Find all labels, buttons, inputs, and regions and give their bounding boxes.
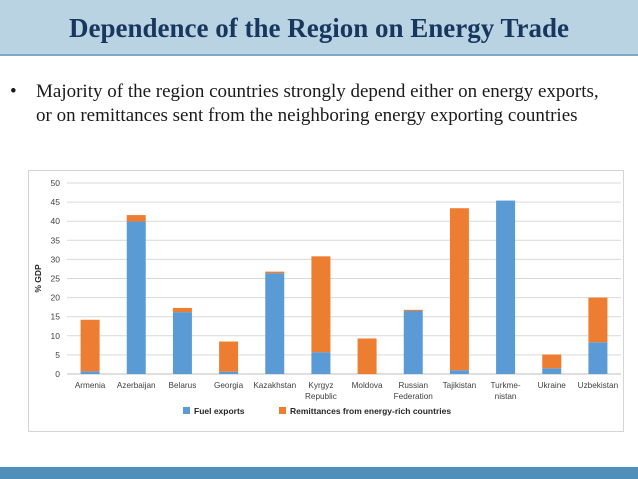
bar-segment — [588, 297, 608, 343]
x-tick-label-line: Azerbaijan — [117, 381, 156, 390]
y-tick-label: 0 — [55, 369, 60, 379]
x-tick-label-line: Kyrgyz — [308, 381, 333, 390]
bar-segment — [219, 371, 239, 374]
x-tick-label-line: Armenia — [75, 381, 106, 390]
bar-segment — [403, 310, 423, 374]
bar-segment — [357, 338, 377, 374]
x-tick-label: Russian Federation — [394, 381, 434, 401]
x-tick-label-line: Georgia — [214, 381, 244, 390]
bottom-band — [0, 467, 638, 479]
bar-segment — [588, 342, 608, 374]
bar-segment — [542, 368, 562, 374]
bar-segment — [172, 307, 192, 313]
bar-segment — [311, 352, 331, 374]
y-tick-label: 5 — [55, 350, 60, 360]
bar-segment — [496, 200, 516, 374]
bar-segment — [449, 370, 469, 374]
x-tick-label: Armenia — [75, 381, 106, 390]
x-tick-label: Kazakhstan — [253, 381, 296, 390]
bar-segment — [219, 341, 239, 372]
bullet-text: Majority of the region countries strongl… — [36, 81, 599, 126]
y-tick-label: 15 — [51, 312, 61, 322]
x-tick-label: Belarus — [169, 381, 197, 390]
x-tick-label-line: Belarus — [169, 381, 197, 390]
x-tick-label: Georgia — [214, 381, 244, 390]
bar-segment — [80, 319, 100, 372]
x-tick-label-line: Tajikistan — [443, 381, 477, 390]
bar-segment — [542, 354, 562, 369]
y-tick-label: 25 — [51, 274, 61, 284]
bullet-marker: • — [10, 81, 17, 102]
y-tick-label: 40 — [51, 216, 61, 226]
bar-segment — [311, 256, 331, 353]
x-tick-label-line: Kazakhstan — [253, 381, 296, 390]
x-tick-label-line: Turkme- — [490, 381, 520, 390]
y-tick-label: 50 — [51, 178, 61, 188]
y-tick-label: 45 — [51, 197, 61, 207]
bar-segment — [265, 271, 285, 274]
x-tick-label: Uzbekistan — [578, 381, 619, 390]
bullet-point: • Majority of the region countries stron… — [10, 80, 610, 128]
x-tick-label-line: Moldova — [352, 381, 383, 390]
x-tick-label: Azerbaijan — [117, 381, 156, 390]
x-tick-label: Turkme-nistan — [490, 381, 520, 401]
legend-swatch — [279, 407, 286, 414]
x-tick-label-line: Uzbekistan — [578, 381, 619, 390]
stacked-bar-chart: 0 5 10 15 20 25 30 35 40 45 50 % GDP Armenia Azerbaij… — [33, 178, 621, 416]
x-tick-label-line: Ukraine — [538, 381, 567, 390]
bar-segment — [449, 208, 469, 371]
title-bar: Dependence of the Region on Energy Trade — [0, 0, 638, 56]
bar-segment — [80, 371, 100, 374]
x-tick-label: Kyrgyz Republic — [305, 381, 337, 401]
x-tick-label: Ukraine — [538, 381, 567, 390]
x-tick-label-line: nistan — [495, 392, 517, 401]
bar-segment — [126, 215, 146, 222]
y-axis-title: % GDP — [33, 264, 43, 293]
bar-segment — [403, 309, 423, 311]
y-tick-label: 30 — [51, 254, 61, 264]
bar-segment — [126, 221, 146, 374]
slide-title: Dependence of the Region on Energy Trade — [69, 13, 569, 43]
x-tick-label: Moldova — [352, 381, 383, 390]
x-tick-label-line: Federation — [394, 392, 434, 401]
legend-label: Remittances from energy-rich countries — [290, 406, 451, 416]
y-tick-label: 10 — [51, 331, 61, 341]
legend-label: Fuel exports — [194, 406, 245, 416]
x-tick-label-line: Russian — [398, 381, 428, 390]
chart-container: 0 5 10 15 20 25 30 35 40 45 50 % GDP Armenia Azerbaij… — [28, 170, 624, 432]
legend-swatch — [183, 407, 190, 414]
x-tick-label: Tajikistan — [443, 381, 477, 390]
bar-segment — [172, 312, 192, 374]
y-tick-label: 20 — [51, 293, 61, 303]
bar-segment — [265, 273, 285, 374]
y-tick-label: 35 — [51, 235, 61, 245]
x-tick-label-line: Republic — [305, 392, 337, 401]
